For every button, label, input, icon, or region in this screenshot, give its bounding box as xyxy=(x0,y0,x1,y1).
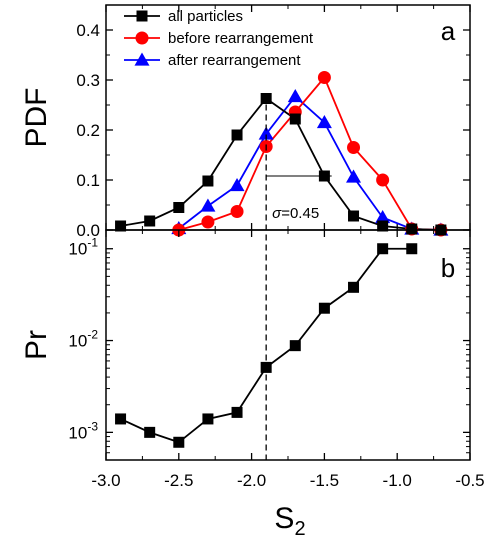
data-point-triangle xyxy=(258,126,274,140)
panel-b-y-axis-label: Pr xyxy=(20,330,53,360)
pr-data-point xyxy=(406,243,418,255)
panel-b-axes: 10-3 10-2 10-1 -3.0 -2.5 -2.0 -1.5 -1.0 -0.5 xyxy=(68,230,485,490)
panel-a-y-tick-label: 0.2 xyxy=(76,121,100,140)
legend-marker xyxy=(136,10,148,22)
panel-a: PDF a 0.0 0.1 0.2 0.3 0.4 σ=0.45 all particl… xyxy=(20,4,471,240)
data-point-square xyxy=(406,223,418,235)
panel-a-y-axis-label: PDF xyxy=(20,88,53,148)
pr-data-point xyxy=(289,340,301,352)
data-point-square xyxy=(202,175,214,187)
panel-a-axes: 0.0 0.1 0.2 0.3 0.4 xyxy=(76,4,471,240)
data-point-triangle xyxy=(200,198,216,212)
data-point-circle xyxy=(317,71,331,84)
pr-data-point xyxy=(348,281,360,293)
data-point-circle xyxy=(376,173,390,187)
panel-a-letter: a xyxy=(441,16,456,46)
sigma-annotation: σ=0.45 xyxy=(266,175,332,222)
data-point-circle xyxy=(347,141,361,154)
legend-label: all particles xyxy=(168,8,243,25)
sigma-label: σ=0.45 xyxy=(272,205,319,222)
x-axis-label: S2 xyxy=(274,502,305,540)
legend: all particles before rearrangement after r… xyxy=(124,8,314,69)
data-point-triangle xyxy=(229,178,245,192)
panel-a-y-tick-label: 0.0 xyxy=(76,221,100,240)
data-point-triangle xyxy=(375,210,391,224)
data-point-square xyxy=(231,129,243,141)
data-point-triangle xyxy=(316,115,332,129)
pr-data-point xyxy=(231,406,243,418)
x-axis-label-main: S xyxy=(274,502,294,535)
panel-b: Pr b 10-3 10-2 10-1 -3.0 -2.5 -2.0 -1.5 -1.0 -0.… xyxy=(20,229,485,540)
data-point-square xyxy=(115,220,127,232)
x-tick-label: -2.5 xyxy=(164,471,193,490)
x-tick-label: -3.0 xyxy=(91,471,120,490)
legend-label: after rearrangement xyxy=(168,52,301,69)
panel-b-y-tick-label: 10-1 xyxy=(68,236,98,259)
x-tick-label: -2.0 xyxy=(237,471,266,490)
panel-a-y-tick-label: 0.1 xyxy=(76,171,100,190)
x-tick-label: -1.0 xyxy=(383,471,412,490)
legend-marker xyxy=(134,52,150,66)
data-point-square xyxy=(173,202,185,213)
data-point-square xyxy=(377,220,389,232)
sigma-value: =0.45 xyxy=(281,205,319,222)
data-point-square xyxy=(289,113,301,125)
panel-a-y-tick-label: 0.3 xyxy=(76,71,100,90)
pr-data-point xyxy=(115,413,127,425)
data-point-circle xyxy=(201,215,215,229)
pr-data-point xyxy=(144,426,156,438)
data-point-square xyxy=(144,215,156,227)
x-tick-label: -1.5 xyxy=(310,471,339,490)
data-point-circle xyxy=(230,205,244,218)
series-line-triangle xyxy=(178,95,441,231)
panel-a-y-tick-label: 0.4 xyxy=(76,21,100,40)
pr-data-point xyxy=(173,436,185,448)
series-line-circle xyxy=(178,75,441,231)
data-point-triangle xyxy=(287,89,303,103)
data-point-square xyxy=(348,210,360,222)
panel-b-letter: b xyxy=(441,253,455,283)
pr-data-point xyxy=(318,302,330,314)
sigma-symbol: σ xyxy=(272,205,282,222)
pr-data-point xyxy=(377,243,389,255)
pr-data-point xyxy=(202,413,214,425)
x-axis-label-subscript: 2 xyxy=(294,518,305,540)
x-tick-label: -0.5 xyxy=(455,471,484,490)
panel-b-y-tick-label: 10-3 xyxy=(68,419,98,442)
data-point-square xyxy=(260,93,272,104)
panel-b-y-tick-label: 10-2 xyxy=(68,328,98,351)
panel-b-frame xyxy=(105,229,471,461)
data-point-triangle xyxy=(346,169,362,183)
legend-marker xyxy=(135,31,149,45)
legend-label: before rearrangement xyxy=(168,30,314,47)
